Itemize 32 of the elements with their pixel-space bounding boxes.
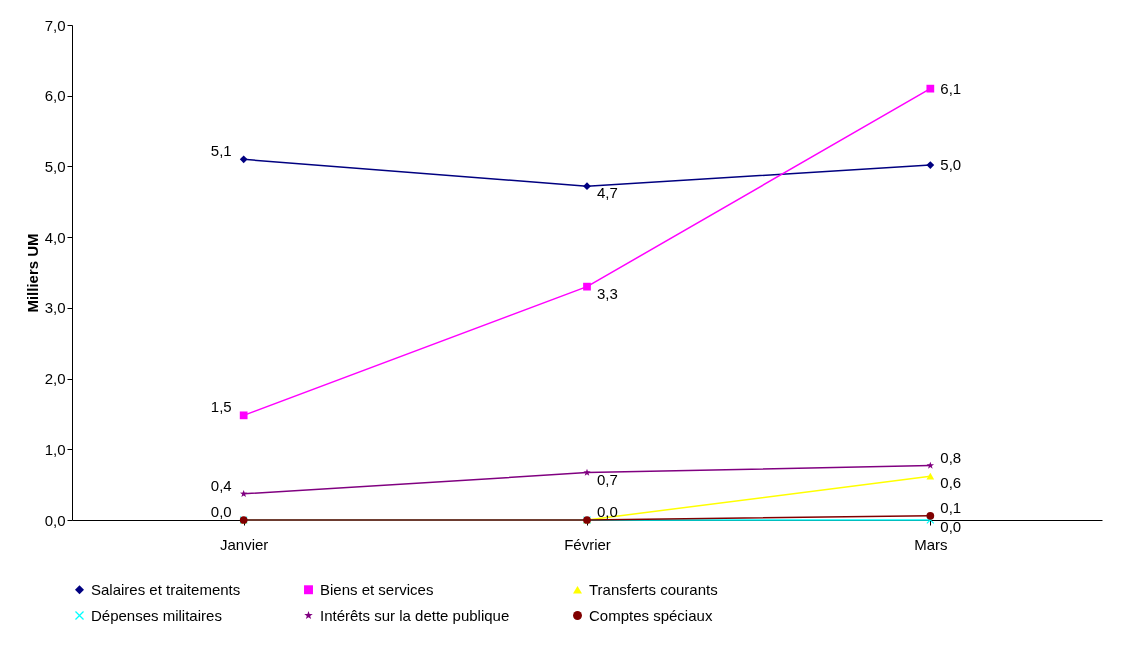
legend-label: Intérêts sur la dette publique bbox=[320, 606, 510, 624]
data-label: 0,0 bbox=[940, 518, 962, 535]
data-label: 0,8 bbox=[940, 448, 962, 466]
y-tick-label: 3,0 bbox=[44, 299, 66, 317]
legend-label: Salaires et traitements bbox=[91, 580, 241, 598]
y-tick-label: 1,0 bbox=[44, 440, 66, 458]
y-tick-label: 5,0 bbox=[44, 157, 66, 175]
x-tick-label: Février bbox=[564, 535, 611, 553]
legend-label: Transferts courants bbox=[589, 580, 718, 598]
data-label: 0,4 bbox=[210, 476, 232, 494]
data-label: 5,0 bbox=[940, 156, 962, 174]
data-label: 1,5 bbox=[210, 398, 232, 416]
data-label: 6,1 bbox=[940, 79, 962, 97]
data-label: 0,0 bbox=[597, 503, 618, 520]
y-tick-label: 2,0 bbox=[44, 370, 66, 388]
data-label: 4,7 bbox=[597, 184, 618, 202]
data-label: 0,6 bbox=[940, 474, 962, 492]
data-label: 0,0 bbox=[210, 503, 232, 520]
data-label: 5,1 bbox=[210, 142, 232, 160]
legend-label: Dépenses militaires bbox=[91, 606, 222, 624]
y-tick-label: 7,0 bbox=[44, 16, 66, 34]
data-label: 3,3 bbox=[597, 284, 618, 302]
y-tick-label: 6,0 bbox=[44, 87, 66, 105]
x-tick-label: Mars bbox=[914, 535, 948, 553]
legend-label: Biens et services bbox=[320, 580, 434, 598]
y-tick-label: 4,0 bbox=[44, 228, 66, 246]
data-label: 0,7 bbox=[597, 470, 618, 488]
x-tick-label: Janvier bbox=[219, 535, 269, 553]
y-axis-title: Milliers UM bbox=[23, 233, 41, 313]
y-tick-label: 0,0 bbox=[44, 511, 66, 529]
data-label: 0,1 bbox=[940, 498, 962, 516]
legend-label: Comptes spéciaux bbox=[589, 606, 713, 624]
